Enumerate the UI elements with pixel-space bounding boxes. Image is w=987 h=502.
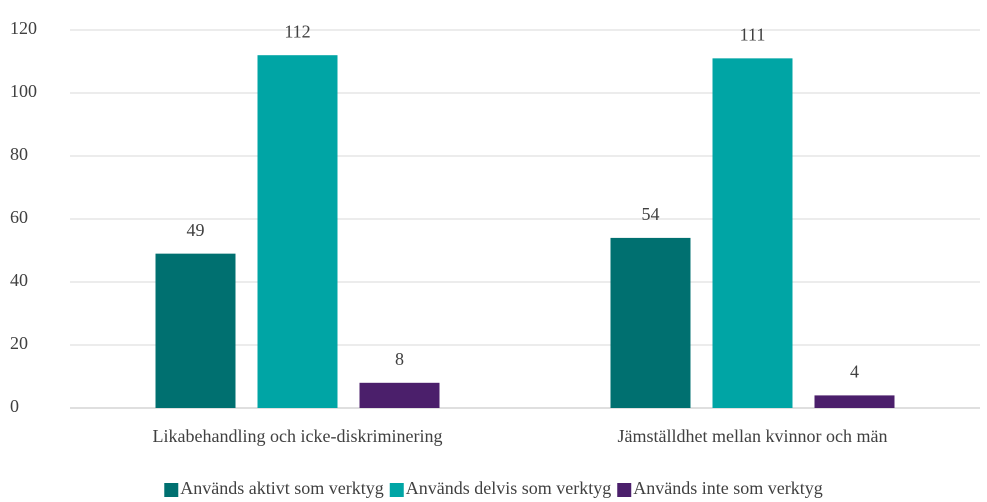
y-tick-label: 0: [10, 396, 19, 416]
x-tick-label: Likabehandling och icke-diskriminering: [153, 426, 443, 446]
legend-swatch: [389, 483, 404, 497]
data-label: 111: [740, 24, 766, 44]
bar: [610, 237, 691, 408]
data-label: 8: [395, 349, 404, 369]
y-tick-label: 120: [10, 18, 37, 38]
legend-label: Används inte som verktyg: [633, 478, 822, 498]
data-label: 4: [850, 362, 859, 382]
legend-label: Används aktivt som verktyg: [180, 478, 383, 498]
y-tick-label: 100: [10, 81, 37, 101]
y-tick-label: 60: [10, 207, 28, 227]
bar: [155, 253, 236, 408]
data-label: 54: [642, 204, 660, 224]
data-label: 112: [284, 21, 310, 41]
y-tick-label: 40: [10, 270, 28, 290]
bar: [814, 395, 895, 408]
y-tick-label: 20: [10, 333, 28, 353]
bar: [359, 382, 440, 408]
bar: [257, 55, 338, 408]
y-tick-label: 80: [10, 144, 28, 164]
legend-swatch: [617, 483, 632, 497]
legend-swatch: [164, 483, 179, 497]
legend-label: Används delvis som verktyg: [406, 478, 611, 498]
data-label: 49: [187, 220, 205, 240]
x-tick-label: Jämställdhet mellan kvinnor och män: [618, 426, 888, 446]
bar: [712, 58, 793, 408]
